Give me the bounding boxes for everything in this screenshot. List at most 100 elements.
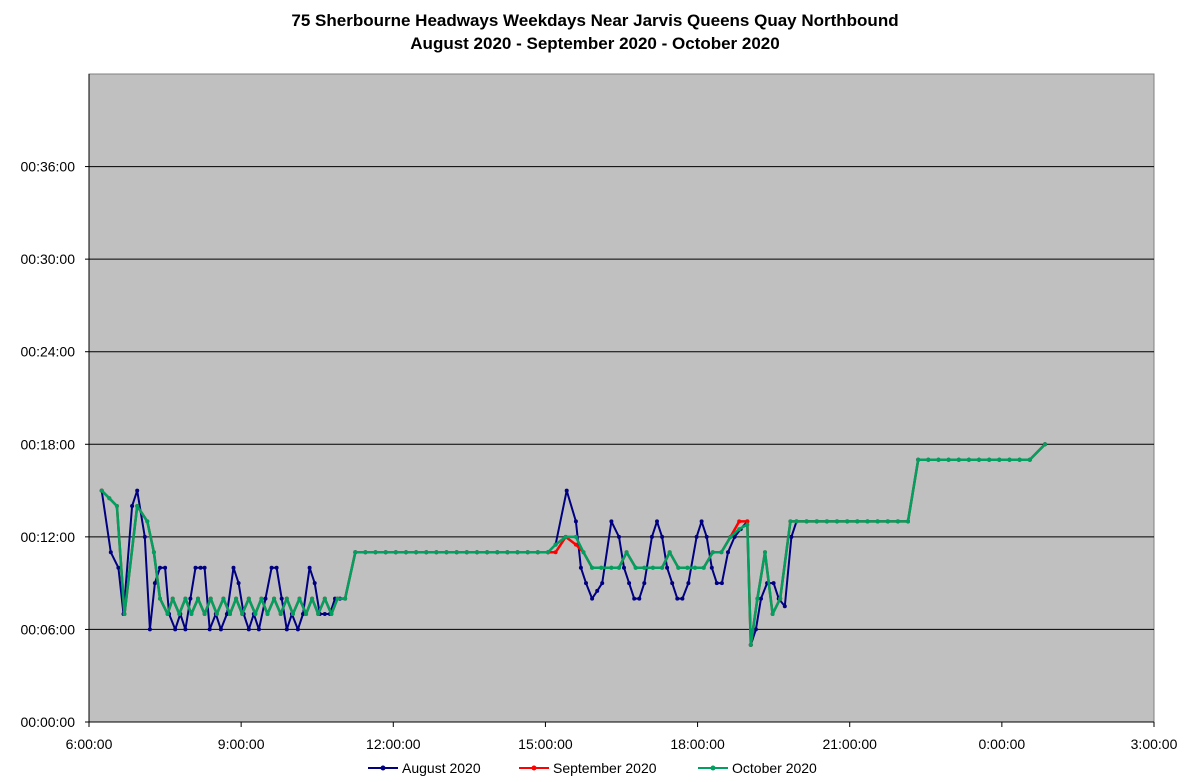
data-point — [655, 519, 659, 524]
data-point — [719, 581, 724, 586]
data-point — [108, 550, 113, 555]
x-tick-label: 21:00:00 — [822, 736, 877, 752]
data-point — [202, 565, 207, 570]
data-point — [906, 519, 910, 524]
data-point — [114, 504, 119, 508]
data-point — [660, 565, 665, 570]
data-point — [221, 596, 226, 601]
x-axis: 6:00:00 9:00:00 12:00:00 15:00:00 18:00:00 21… — [66, 721, 1178, 752]
data-point — [599, 565, 604, 570]
data-point — [926, 457, 931, 462]
data-point — [444, 550, 449, 555]
data-point — [748, 642, 753, 647]
data-point — [284, 627, 289, 632]
data-point — [335, 596, 340, 601]
legend-item: October 2020 — [698, 760, 817, 776]
data-point — [99, 488, 104, 493]
data-point — [183, 596, 188, 601]
gridlines — [89, 166, 1154, 630]
data-point — [404, 550, 408, 555]
data-point — [622, 565, 626, 570]
legend-item: September 2020 — [519, 760, 657, 776]
data-point — [686, 581, 691, 586]
data-point — [343, 596, 348, 601]
data-point — [895, 519, 900, 524]
data-point — [581, 550, 586, 555]
y-tick-label: 00:36:00 — [21, 159, 76, 175]
data-point — [312, 581, 317, 586]
data-point — [363, 550, 368, 555]
legend-label: October 2020 — [732, 760, 817, 776]
data-point — [135, 488, 140, 493]
data-point — [670, 581, 675, 586]
data-point — [246, 596, 251, 601]
data-point — [633, 565, 638, 570]
data-point — [637, 596, 642, 601]
legend-item: August 2020 — [368, 760, 481, 776]
data-point — [759, 596, 763, 601]
data-point — [188, 596, 193, 601]
data-point — [676, 565, 681, 570]
y-tick-label: 00:06:00 — [21, 621, 76, 637]
data-point — [234, 596, 239, 601]
data-point — [966, 457, 971, 462]
data-point — [525, 550, 530, 555]
data-point — [794, 519, 799, 524]
data-point — [609, 519, 614, 524]
data-point — [158, 596, 162, 601]
data-point — [253, 612, 258, 616]
data-point — [719, 550, 724, 555]
data-point — [274, 565, 279, 570]
data-point — [107, 496, 112, 501]
data-point — [617, 534, 621, 539]
y-axis: 00:00:00 00:06:00 00:12:00 00:18:00 00:24:00… — [21, 74, 90, 730]
y-tick-label: 00:30:00 — [21, 251, 76, 267]
series-october-2020 — [99, 442, 1047, 647]
data-point — [329, 612, 334, 616]
data-point — [163, 565, 168, 570]
data-point — [515, 550, 520, 555]
data-point — [208, 596, 213, 601]
data-point — [726, 550, 730, 555]
data-point — [804, 519, 809, 524]
plot-area — [88, 73, 1155, 723]
legend-marker — [380, 765, 386, 771]
data-point — [214, 612, 219, 616]
data-point — [632, 596, 637, 601]
data-point — [1027, 457, 1032, 462]
data-point — [699, 519, 704, 524]
data-point — [987, 457, 992, 462]
data-point — [855, 519, 860, 524]
data-point — [322, 596, 327, 601]
data-point — [278, 612, 283, 616]
data-point — [573, 534, 578, 539]
data-point — [189, 612, 194, 616]
data-point — [147, 627, 152, 632]
x-tick-label: 9:00:00 — [218, 736, 265, 752]
data-point — [573, 542, 578, 547]
data-point — [173, 627, 178, 632]
x-tick-label: 15:00:00 — [518, 736, 573, 752]
data-point — [650, 565, 655, 570]
data-point — [563, 534, 568, 539]
data-point — [745, 519, 750, 524]
chart-subtitle: August 2020 - September 2020 - October 2… — [410, 34, 779, 53]
data-point — [977, 457, 981, 462]
data-point — [680, 596, 685, 601]
data-point — [269, 565, 274, 570]
data-point — [564, 488, 569, 493]
data-point — [373, 550, 378, 555]
y-tick-label: 00:00:00 — [21, 714, 76, 730]
data-point — [728, 534, 733, 539]
data-point — [196, 596, 200, 601]
data-point — [256, 627, 261, 632]
data-point — [665, 565, 670, 570]
data-point — [246, 627, 251, 632]
y-tick-label: 00:18:00 — [21, 436, 76, 452]
data-point — [732, 534, 737, 539]
data-point — [316, 612, 321, 616]
data-point — [595, 588, 600, 593]
data-point — [485, 550, 490, 555]
legend: August 2020 September 2020 October 2020 — [368, 760, 817, 776]
